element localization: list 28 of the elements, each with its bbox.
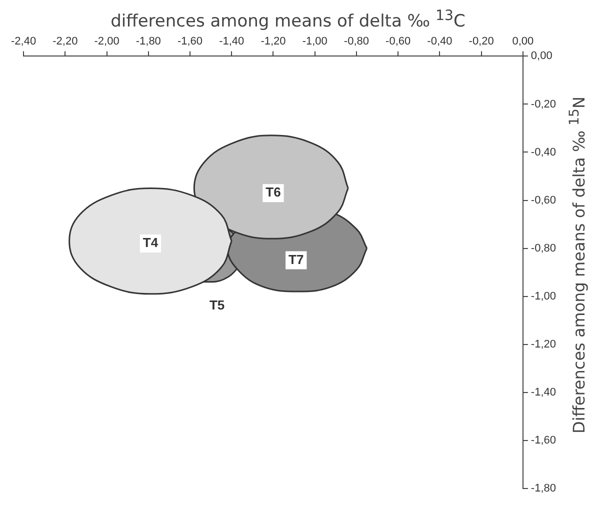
x-tick-label: -2,40 (10, 36, 36, 48)
y-tick-label: -1,60 (530, 434, 556, 446)
y-tick-label: -1,40 (530, 386, 556, 398)
y-tick-label: -0,60 (530, 194, 556, 206)
x-tick-label: -1,20 (260, 36, 286, 48)
y-tick-label: -0,20 (530, 98, 556, 110)
y-tick-label: -0,80 (530, 242, 556, 254)
annotation: T5 (209, 297, 225, 312)
annotation: T4 (142, 235, 159, 250)
x-tick-label: -1,40 (219, 36, 244, 48)
x-tick-label: -1,00 (302, 36, 328, 48)
x-tick-label: -0,80 (344, 36, 370, 48)
x-tick-label: -1,80 (136, 36, 161, 48)
y-tick-label: -1,20 (530, 338, 556, 350)
x-tick-label: -2,20 (52, 36, 78, 48)
y-tick-label: -0,40 (530, 146, 556, 158)
y-tick-label: -1,00 (530, 290, 556, 302)
x-tick-label: -1,60 (177, 36, 203, 48)
x-tick-label: -2,00 (94, 36, 120, 48)
x-tick-label: 0,00 (512, 36, 534, 48)
x-tick-label: -0,40 (427, 36, 452, 48)
y-tick-label: 0,00 (530, 50, 552, 62)
y-tick-label: -1,80 (530, 482, 556, 494)
x-tick-label: -0,60 (386, 36, 411, 48)
annotation: T6 (266, 184, 281, 200)
x-tick-label: -0,20 (468, 36, 494, 48)
chart-title: differences among means of delta ‰ $^{13}$C (110, 8, 466, 32)
annotation: T7 (288, 252, 304, 267)
